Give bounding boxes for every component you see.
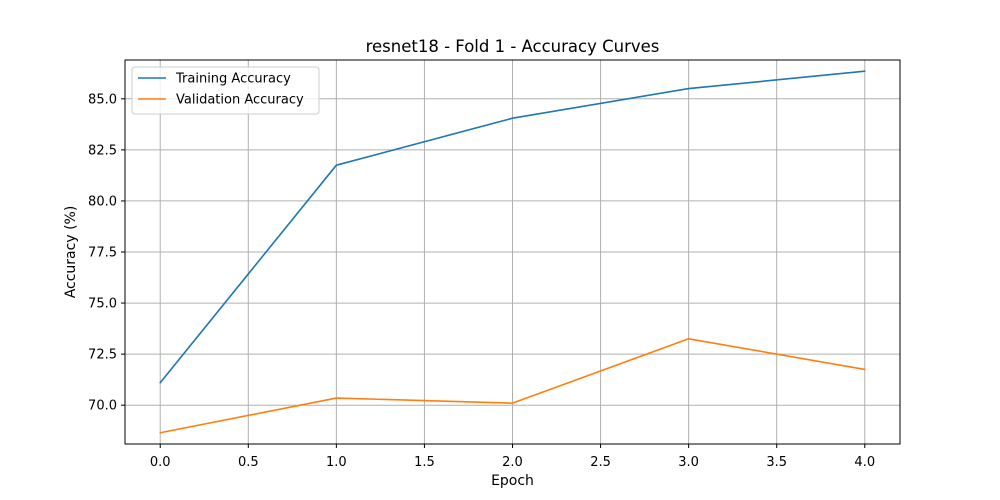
x-tick-label: 1.5 (414, 455, 435, 470)
x-axis: 0.0 0.5 1.0 1.5 2.0 2.5 3.0 3.5 4.0 (150, 444, 875, 470)
y-tick-label: 77.5 (88, 246, 117, 261)
y-axis: 70.0 72.5 75.0 77.5 80.0 82.5 85.0 (88, 92, 125, 414)
x-tick-label: 4.0 (854, 455, 875, 470)
x-tick-label: 2.0 (502, 455, 523, 470)
x-axis-title: Epoch (491, 473, 534, 489)
series-line-1 (159, 338, 866, 434)
y-tick-label: 85.0 (88, 92, 117, 107)
x-tick-label: 3.0 (678, 455, 699, 470)
x-tick-label: 3.5 (766, 455, 787, 470)
y-tick-label: 70.0 (88, 399, 117, 414)
y-tick-label: 72.5 (88, 348, 117, 363)
x-tick-label: 0.5 (238, 455, 259, 470)
series-line-0 (159, 70, 866, 384)
legend-label-training: Training Accuracy (175, 72, 291, 87)
legend-label-validation: Validation Accuracy (176, 93, 304, 108)
chart-title: resnet18 - Fold 1 - Accuracy Curves (366, 37, 660, 56)
legend-box (131, 66, 320, 115)
y-tick-label: 82.5 (88, 143, 117, 158)
legend: Training Accuracy Validation Accuracy (131, 66, 320, 115)
y-axis-title: Accuracy (%) (63, 206, 79, 299)
y-tick-label: 80.0 (88, 194, 117, 209)
grid-lines (125, 60, 900, 444)
x-tick-label: 0.0 (150, 455, 171, 470)
y-tick-label: 75.0 (88, 297, 117, 312)
x-tick-label: 1.0 (326, 455, 347, 470)
x-tick-label: 2.5 (590, 455, 611, 470)
plot-lines (159, 70, 866, 434)
